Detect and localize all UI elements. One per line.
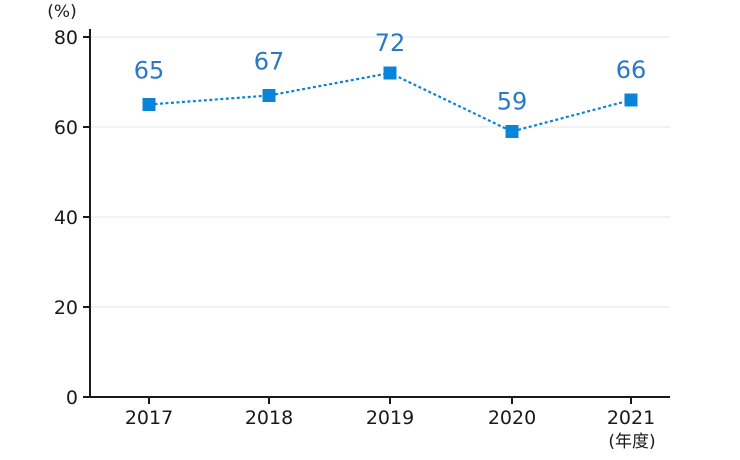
y-axis-unit-label: (%) [47, 2, 76, 22]
data-point-marker [262, 89, 276, 102]
data-point-marker [624, 93, 638, 107]
series-rate [142, 66, 638, 138]
data-label: 66 [616, 56, 647, 84]
x-axis-ticks: 2017 2018 2019 2020 2021 [125, 397, 655, 429]
y-tick-label: 40 [54, 207, 78, 229]
gridlines [90, 36, 670, 308]
y-tick-label: 60 [54, 117, 78, 139]
axes [89, 29, 670, 398]
x-tick-label: 2018 [245, 407, 293, 429]
y-tick-label: 20 [54, 297, 78, 319]
y-tick-label: 0 [66, 387, 78, 409]
series-line [148, 71, 632, 133]
data-labels: 65 67 72 59 66 [134, 29, 647, 116]
x-axis-unit-label: (年度) [608, 432, 655, 452]
data-point-marker [505, 125, 519, 138]
x-tick-label: 2019 [366, 407, 414, 429]
x-tick-label: 2020 [488, 407, 536, 429]
y-tick-label: 80 [54, 27, 78, 49]
x-tick-label: 2021 [607, 407, 655, 429]
y-axis-ticks: 0 20 40 60 80 [54, 27, 90, 409]
data-label: 72 [375, 29, 406, 57]
data-label: 67 [254, 48, 285, 76]
data-point-marker [142, 98, 156, 111]
x-tick-label: 2017 [125, 407, 173, 429]
data-label: 59 [497, 88, 528, 116]
data-point-marker [383, 66, 397, 80]
data-label: 65 [134, 57, 165, 85]
